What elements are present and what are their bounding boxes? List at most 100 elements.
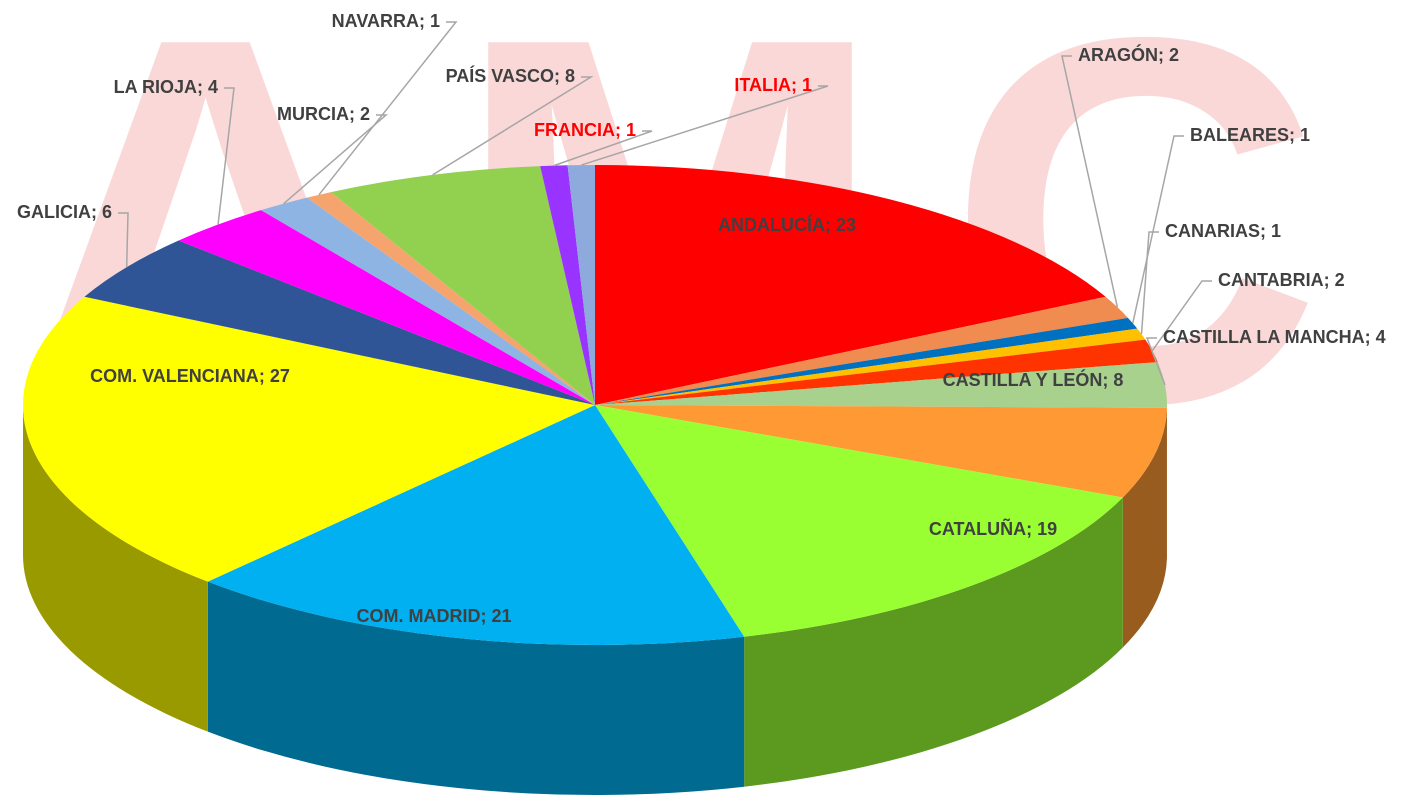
data-label: ITALIA; 1 — [734, 75, 812, 95]
slice — [540, 165, 595, 405]
data-label: FRANCIA; 1 — [534, 120, 636, 140]
label-separator: ; — [1365, 327, 1376, 347]
slice — [595, 165, 1106, 405]
label-separator: ; — [1158, 45, 1169, 65]
label-separator: ; — [349, 104, 360, 124]
slice — [207, 405, 745, 645]
data-label: BALEARES; 1 — [1190, 125, 1310, 145]
slice — [22, 296, 595, 582]
slice-side — [23, 405, 208, 732]
category-label: FRANCIA — [534, 120, 615, 140]
value-label: 19 — [1037, 519, 1057, 539]
label-separator: ; — [825, 215, 836, 235]
category-label: LA RIOJA — [114, 77, 197, 97]
label-separator: ; — [1324, 270, 1335, 290]
slice — [331, 166, 595, 405]
data-label: CANARIAS; 1 — [1165, 221, 1281, 241]
data-label: CANTABRIA; 2 — [1218, 270, 1345, 290]
category-label: GALICIA — [17, 202, 91, 222]
value-label: 1 — [1271, 221, 1281, 241]
data-label: PAÍS VASCO; 8 — [446, 65, 575, 86]
category-label: ARAGÓN — [1078, 44, 1158, 65]
slice — [595, 405, 1123, 637]
value-label: 4 — [1376, 327, 1386, 347]
leader-line — [581, 85, 829, 166]
category-label: ANDALUCÍA — [718, 214, 825, 235]
value-label: 27 — [270, 366, 290, 386]
data-label: ANDALUCÍA; 23 — [718, 214, 856, 235]
label-separator: ; — [419, 11, 430, 31]
label-separator: ; — [791, 75, 802, 95]
category-label: CANTABRIA — [1218, 270, 1324, 290]
data-label: COM. VALENCIANA; 27 — [90, 366, 290, 386]
value-label: 6 — [102, 202, 112, 222]
data-label: CASTILLA Y LEÓN; 8 — [943, 369, 1124, 390]
category-label: ITALIA — [734, 75, 791, 95]
slice — [261, 197, 595, 405]
label-separator: ; — [554, 66, 565, 86]
slice — [595, 328, 1146, 405]
category-label: CASTILLA Y LEÓN — [943, 369, 1103, 390]
value-label: 2 — [1169, 45, 1179, 65]
value-label: 8 — [565, 66, 575, 86]
label-separator: ; — [1102, 370, 1113, 390]
slice-side — [207, 581, 745, 795]
leader-line — [318, 21, 458, 196]
data-label: CASTILLA LA MANCHA; 4 — [1163, 327, 1386, 347]
leader-line — [1151, 280, 1212, 352]
slice — [567, 165, 595, 405]
slice — [595, 317, 1138, 405]
value-label: 1 — [626, 120, 636, 140]
leader-line — [118, 212, 129, 268]
category-label: COM. VALENCIANA — [90, 366, 259, 386]
data-label: NAVARRA; 1 — [332, 11, 440, 31]
label-separator: ; — [259, 366, 270, 386]
leader-line — [1140, 231, 1159, 335]
label-separator: ; — [1026, 519, 1037, 539]
label-separator: ; — [1289, 125, 1300, 145]
label-separator: ; — [1260, 221, 1271, 241]
data-label: ARAGÓN; 2 — [1078, 44, 1179, 65]
slice — [84, 240, 596, 405]
slice-side — [1122, 407, 1167, 648]
category-label: CATALUÑA — [929, 518, 1026, 539]
slice-side — [744, 497, 1123, 787]
data-label: GALICIA; 6 — [17, 202, 112, 222]
label-separator: ; — [91, 202, 102, 222]
category-label: NAVARRA — [332, 11, 419, 31]
label-separator: ; — [615, 120, 626, 140]
value-label: 1 — [802, 75, 812, 95]
slice — [595, 405, 1167, 498]
label-separator: ; — [480, 606, 491, 626]
category-label: PAÍS VASCO — [446, 65, 554, 86]
data-label: COM. MADRID; 21 — [356, 606, 511, 626]
leader-line — [1145, 337, 1166, 386]
slice — [178, 210, 595, 405]
category-label: MURCIA — [277, 104, 349, 124]
value-label: 23 — [836, 215, 856, 235]
leader-line — [217, 87, 235, 225]
leader-line — [553, 130, 653, 167]
category-label: CASTILLA LA MANCHA — [1163, 327, 1365, 347]
label-separator: ; — [197, 77, 208, 97]
value-label: 4 — [208, 77, 218, 97]
data-label: CATALUÑA; 19 — [929, 518, 1057, 539]
value-label: 2 — [1335, 270, 1345, 290]
leader-line — [432, 76, 594, 176]
value-label: 1 — [430, 11, 440, 31]
category-label: CANARIAS — [1165, 221, 1260, 241]
slice — [307, 192, 595, 405]
value-label: 1 — [1300, 125, 1310, 145]
slice — [595, 296, 1128, 405]
data-label: LA RIOJA; 4 — [114, 77, 218, 97]
value-label: 8 — [1113, 370, 1123, 390]
category-label: BALEARES — [1190, 125, 1289, 145]
value-label: 2 — [360, 104, 370, 124]
slice — [595, 362, 1167, 408]
leader-line — [283, 114, 389, 205]
data-label: MURCIA; 2 — [277, 104, 370, 124]
value-label: 21 — [491, 606, 511, 626]
category-label: COM. MADRID — [356, 606, 480, 626]
slice — [595, 339, 1158, 405]
